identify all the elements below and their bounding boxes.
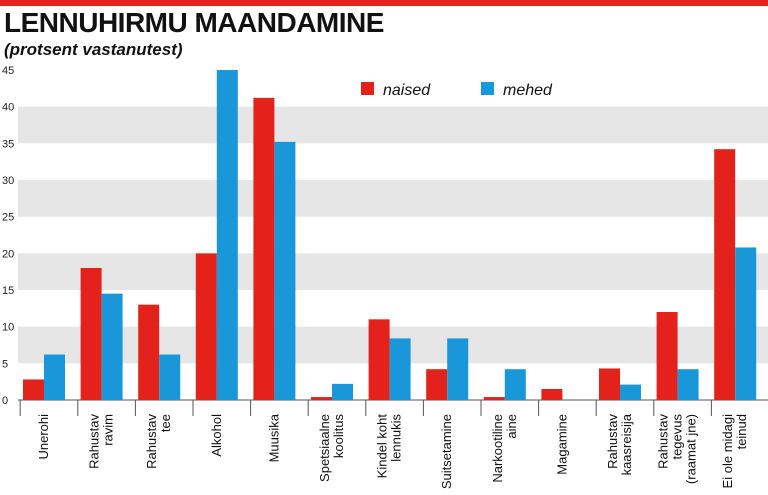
top-accent-bar	[0, 0, 768, 6]
bar-naised	[23, 379, 44, 400]
legend-swatch-mehed	[481, 82, 494, 95]
y-tick-label: 40	[2, 102, 14, 114]
legend-label-mehed: mehed	[503, 82, 553, 99]
x-category-label: lennukis	[389, 414, 404, 462]
legend-swatch-naised	[361, 82, 374, 95]
bar-mehed	[504, 369, 526, 400]
x-category-label: Kindel koht	[375, 414, 390, 479]
y-tick-label: 5	[2, 358, 8, 370]
y-tick-label: 30	[2, 175, 14, 187]
x-category-label: Rahustav	[144, 414, 159, 469]
x-category-label: aine	[504, 414, 519, 439]
x-category-label: ravim	[101, 414, 116, 446]
bar-naised	[483, 397, 505, 400]
bar-naised	[599, 368, 620, 400]
x-category-label: Rahustav	[656, 414, 671, 469]
bar-naised	[311, 397, 332, 400]
x-category-label: tee	[158, 414, 173, 432]
x-category-label: Unerohi	[36, 414, 51, 460]
bar-naised	[714, 149, 736, 400]
x-category-label: Alkohol	[209, 414, 224, 457]
bar-mehed	[216, 70, 238, 400]
x-category-label: Suitsetamine	[439, 414, 454, 489]
bar-mehed	[101, 293, 123, 400]
x-category-label: teinud	[734, 414, 749, 449]
x-category-label: Ei ole midagi	[720, 414, 735, 489]
y-tick-label: 25	[2, 212, 14, 224]
grid-band	[18, 253, 768, 290]
x-category-label: Narkootiline	[490, 414, 505, 483]
x-category-label: (raamat jne)	[684, 414, 699, 484]
y-tick-label: 45	[2, 65, 14, 77]
bar-naised	[195, 253, 217, 400]
bar-mehed	[159, 354, 181, 400]
x-category-label: Muusika	[266, 413, 281, 462]
bar-mehed	[735, 247, 757, 400]
chart-subtitle: (protsent vastanutest)	[4, 40, 183, 59]
bar-naised	[368, 319, 390, 400]
y-tick-label: 0	[2, 395, 8, 407]
bar-naised	[426, 369, 448, 400]
y-tick-label: 15	[2, 285, 14, 297]
bar-naised	[80, 268, 102, 400]
x-category-label: koolitus	[331, 414, 346, 459]
x-category-label: tegevus	[670, 414, 685, 460]
bar-mehed	[44, 354, 65, 400]
bar-mehed	[332, 383, 353, 400]
x-category-label: kaasreisija	[619, 413, 634, 475]
bar-mehed	[389, 338, 411, 400]
bar-mehed	[620, 384, 641, 400]
bar-naised	[138, 304, 160, 400]
x-category-label: Spetsiaalne	[317, 414, 332, 482]
bar-naised	[656, 312, 678, 400]
bar-mehed	[447, 338, 469, 400]
bar-mehed	[274, 141, 296, 400]
bar-mehed	[677, 369, 699, 400]
y-tick-label: 20	[2, 248, 14, 260]
bar-naised	[253, 97, 275, 400]
x-category-label: Rahustav	[87, 414, 102, 469]
y-tick-label: 35	[2, 138, 14, 150]
grid-band	[18, 180, 768, 217]
x-category-label: Rahustav	[605, 414, 620, 469]
grid-band	[18, 106, 768, 144]
bar-naised	[541, 389, 563, 400]
y-tick-label: 10	[2, 322, 14, 334]
x-category-label: Magamine	[554, 414, 569, 475]
chart-title: LENNUHIRMU MAANDAMINE	[4, 7, 384, 38]
legend-label-naised: naised	[383, 82, 431, 99]
